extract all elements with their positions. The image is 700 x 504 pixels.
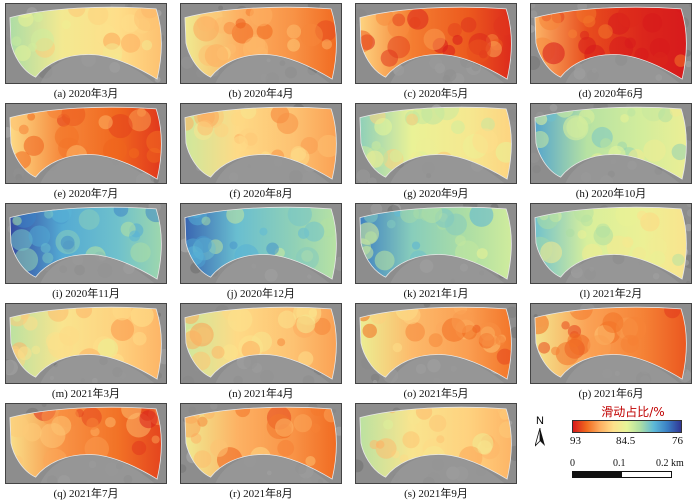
map-panel: (f) 2020年8月 [180,103,342,204]
map-image [180,303,342,384]
map-panel: (j) 2020年12月 [180,203,342,304]
map-panel: (n) 2021年4月 [180,303,342,404]
map-image [5,403,167,484]
map-image [355,303,517,384]
panel-caption: (n) 2021年4月 [228,388,294,400]
displacement-map [356,104,516,183]
map-image [5,103,167,184]
map-panel: (q) 2021年7月 [5,403,167,504]
map-image [355,3,517,84]
map-image [530,3,692,84]
panel-caption: (k) 2021年1月 [403,288,469,300]
map-image [5,3,167,84]
panel-caption: (r) 2021年8月 [229,488,293,500]
scale-bar-label-0: 0 [570,458,575,469]
scale-bar-label-1: 0.1 [613,458,626,469]
map-image [180,403,342,484]
panel-caption: (a) 2020年3月 [53,88,119,100]
displacement-map [6,104,166,183]
map-image [530,303,692,384]
displacement-map [6,204,166,283]
scale-bar [572,471,672,478]
legend: N 滑动占比/% 93 84.5 76 0 0.1 0.2 km [530,405,696,500]
displacement-map [531,4,691,83]
panel-caption: (l) 2021年2月 [579,288,643,300]
map-panel: (l) 2021年2月 [530,203,692,304]
colorbar-min-label: 76 [672,435,683,447]
map-panel: (o) 2021年5月 [355,303,517,404]
panel-caption: (c) 2020年5月 [403,88,469,100]
displacement-map [181,104,341,183]
legend-title: 滑动占比/% [601,405,665,419]
displacement-map [6,304,166,383]
panel-caption: (e) 2020年7月 [53,188,119,200]
displacement-map [6,404,166,483]
panel-caption: (o) 2021年5月 [403,388,469,400]
map-panel: (d) 2020年6月 [530,3,692,104]
map-panel: (m) 2021年3月 [5,303,167,404]
map-panel: (k) 2021年1月 [355,203,517,304]
map-image [180,3,342,84]
map-image [530,203,692,284]
map-panel: (s) 2021年9月 [355,403,517,504]
map-image [180,103,342,184]
map-image [5,203,167,284]
displacement-map [6,4,166,83]
panel-caption: (d) 2020年6月 [578,88,644,100]
north-label: N [536,415,544,427]
displacement-map [531,204,691,283]
map-image [355,403,517,484]
displacement-map [356,404,516,483]
panel-caption: (j) 2020年12月 [226,288,296,300]
map-image [180,203,342,284]
map-panel: (g) 2020年9月 [355,103,517,204]
scale-bar-light-segment [622,472,671,477]
panel-caption: (s) 2021年9月 [404,488,468,500]
map-image [530,103,692,184]
displacement-map [181,404,341,483]
map-panel: (c) 2020年5月 [355,3,517,104]
map-panel: (b) 2020年4月 [180,3,342,104]
map-image [5,303,167,384]
colorbar [572,420,682,433]
panel-caption: (b) 2020年4月 [228,88,294,100]
panel-caption: (p) 2021年6月 [578,388,644,400]
north-arrow-icon [535,428,545,447]
colorbar-mid-label: 84.5 [616,435,636,447]
colorbar-max-label: 93 [570,435,581,447]
scale-bar-label-2: 0.2 km [656,458,684,469]
displacement-map [531,304,691,383]
north-arrow: N [532,415,548,451]
scale-bar-dark-segment [573,472,622,477]
panel-caption: (h) 2020年10月 [575,188,647,200]
panel-caption: (f) 2020年8月 [229,188,293,200]
displacement-map [181,204,341,283]
displacement-map [356,304,516,383]
map-panel: (e) 2020年7月 [5,103,167,204]
map-panel: (h) 2020年10月 [530,103,692,204]
displacement-map [356,204,516,283]
displacement-map [531,104,691,183]
displacement-map [181,4,341,83]
panel-caption: (g) 2020年9月 [403,188,469,200]
displacement-map [356,4,516,83]
map-panel: (r) 2021年8月 [180,403,342,504]
map-image [355,203,517,284]
map-image [355,103,517,184]
panel-caption: (m) 2021年3月 [51,388,121,400]
displacement-map [181,304,341,383]
map-panel: (p) 2021年6月 [530,303,692,404]
map-panel: (a) 2020年3月 [5,3,167,104]
panel-caption: (i) 2020年11月 [52,288,120,300]
panel-caption: (q) 2021年7月 [53,488,119,500]
map-panel: (i) 2020年11月 [5,203,167,304]
